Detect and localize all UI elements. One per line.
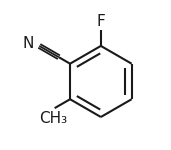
Text: N: N [23, 36, 34, 51]
Text: CH₃: CH₃ [39, 111, 67, 126]
Text: F: F [96, 14, 105, 29]
